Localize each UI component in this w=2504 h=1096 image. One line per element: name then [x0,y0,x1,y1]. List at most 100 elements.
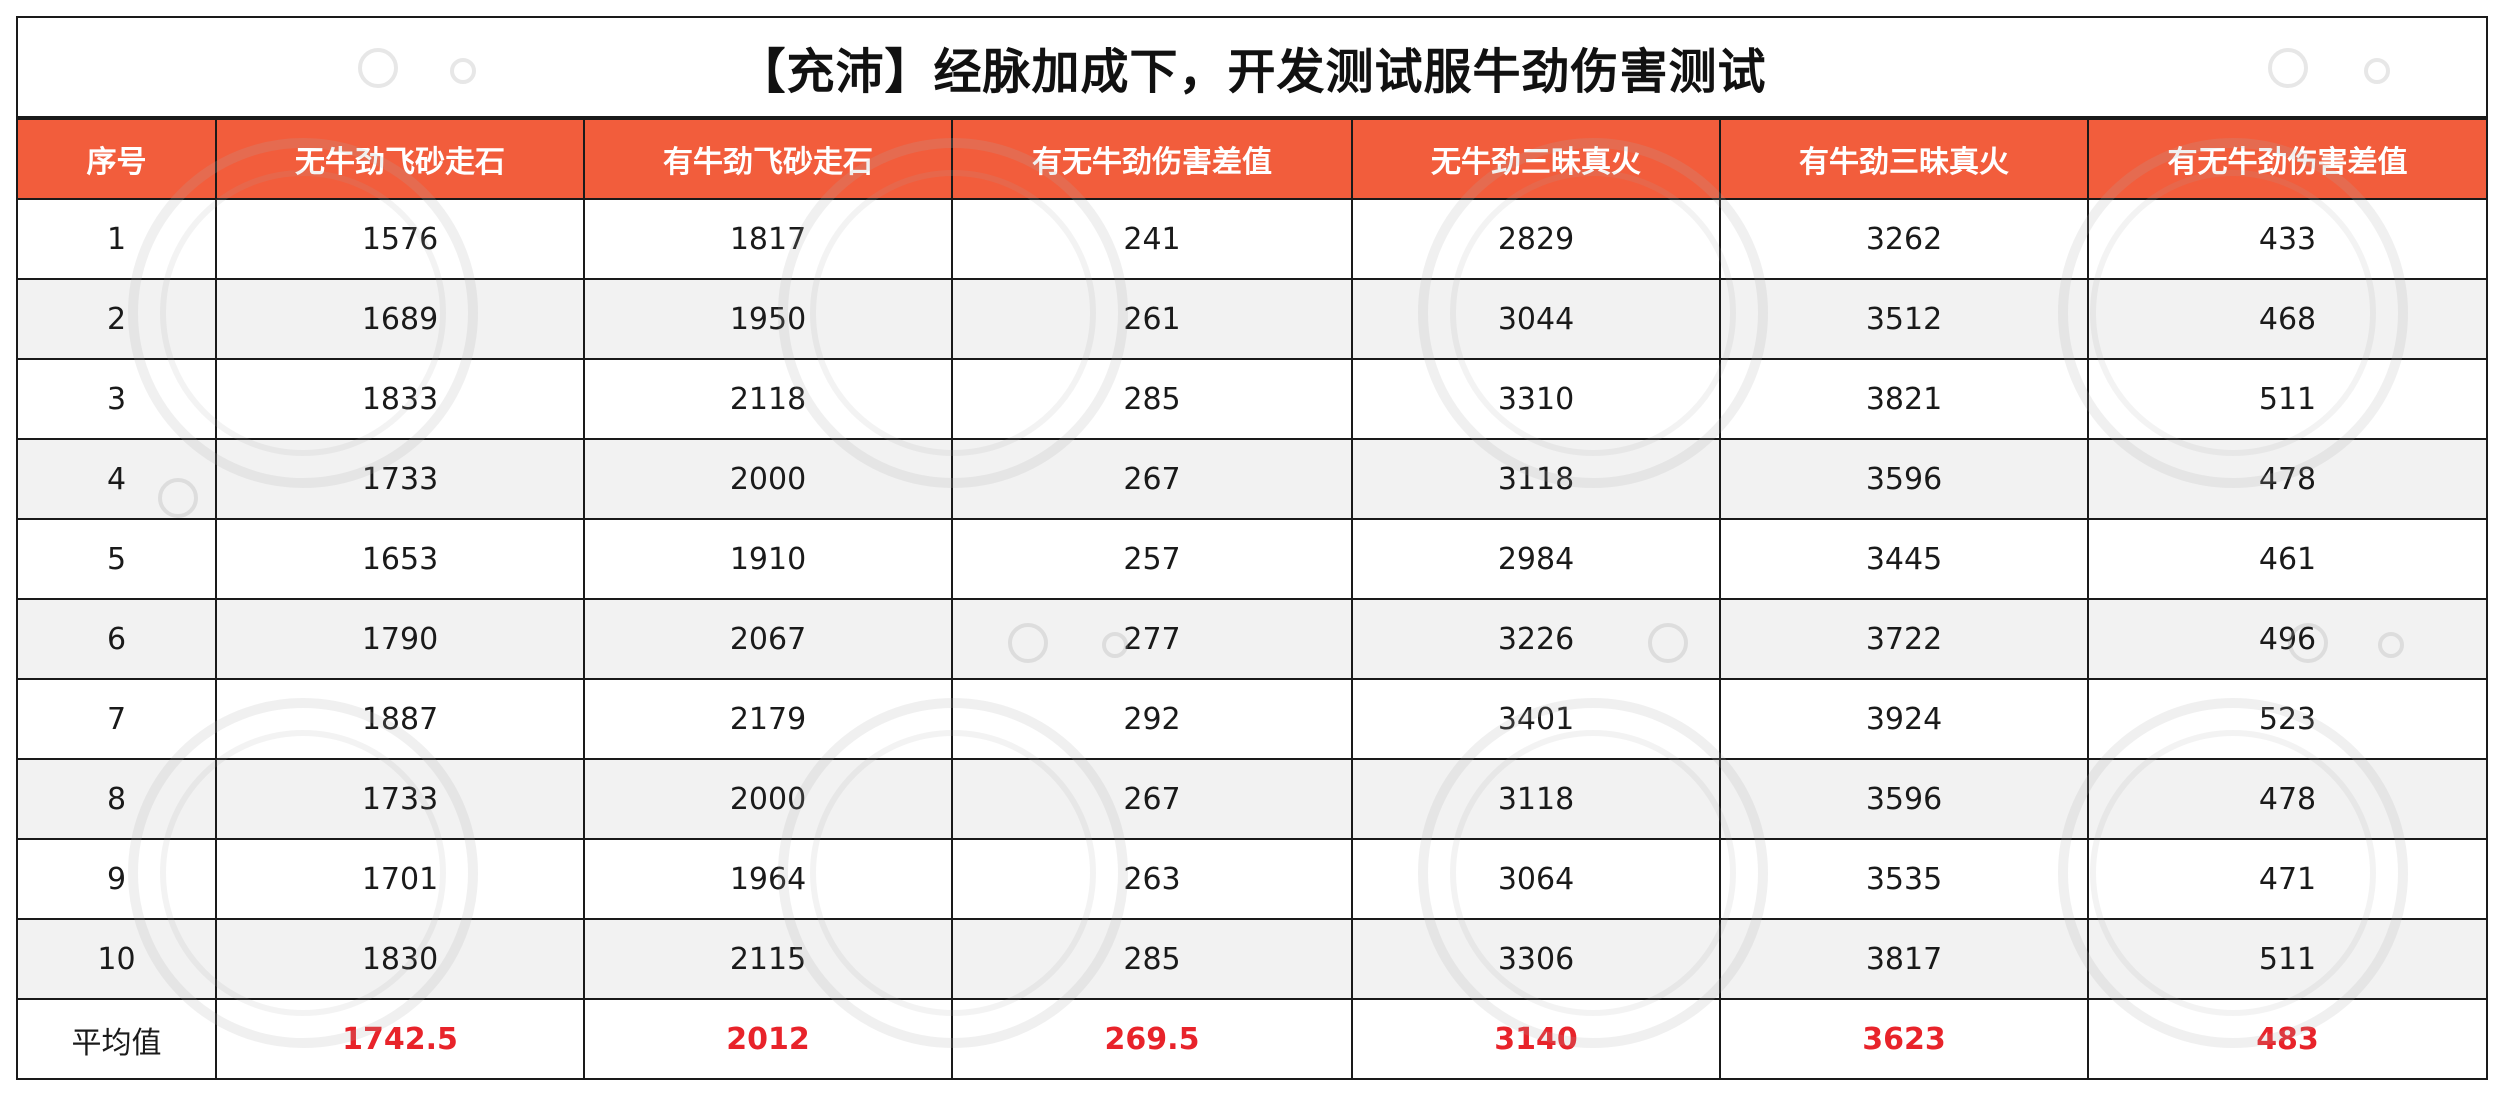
table-cell: 277 [951,598,1353,680]
table-cell: 496 [2087,598,2486,680]
table-cell: 3306 [1351,918,1721,1000]
table-row: 9 1701 1964 263 3064 3535 471 [18,838,2486,920]
table-row: 4 1733 2000 267 3118 3596 478 [18,438,2486,520]
table-cell: 3044 [1351,278,1721,360]
table-cell: 1576 [215,198,585,280]
table-cell: 461 [2087,518,2486,600]
column-header-feisha-without: 无牛劲飞砂走石 [215,118,585,200]
table-cell: 6 [18,598,217,680]
table-cell: 1910 [583,518,953,600]
table-cell: 1 [18,198,217,280]
table-cell: 257 [951,518,1353,600]
table-row: 10 1830 2115 285 3306 3817 511 [18,918,2486,1000]
column-header-sanmei-without: 无牛劲三昧真火 [1351,118,1721,200]
table-cell: 241 [951,198,1353,280]
table-cell: 3596 [1719,758,2089,840]
table-cell: 468 [2087,278,2486,360]
table-cell: 285 [951,358,1353,440]
table-cell: 285 [951,918,1353,1000]
table-cell: 2984 [1351,518,1721,600]
table-cell: 1790 [215,598,585,680]
table-cell: 2000 [583,758,953,840]
table-cell: 1733 [215,758,585,840]
average-value: 3140 [1351,998,1721,1078]
table-cell: 3118 [1351,438,1721,520]
table-cell: 263 [951,838,1353,920]
table-row: 2 1689 1950 261 3044 3512 468 [18,278,2486,360]
table-cell: 1733 [215,438,585,520]
table-cell: 8 [18,758,217,840]
table-cell: 3226 [1351,598,1721,680]
table-cell: 2 [18,278,217,360]
table-cell: 1887 [215,678,585,760]
table-cell: 2067 [583,598,953,680]
table-row: 6 1790 2067 277 3226 3722 496 [18,598,2486,680]
table-cell: 261 [951,278,1353,360]
average-value: 3623 [1719,998,2089,1078]
column-header-sanmei-diff: 有无牛劲伤害差值 [2087,118,2486,200]
column-header-index: 序号 [18,118,217,200]
table-cell: 478 [2087,438,2486,520]
table-title: 【充沛】经脉加成下，开发测试服牛劲伤害测试 [737,44,1767,100]
table-cell: 2179 [583,678,953,760]
average-value: 269.5 [951,998,1353,1078]
table-cell: 9 [18,838,217,920]
average-value: 2012 [583,998,953,1078]
table-cell: 1833 [215,358,585,440]
table-cell: 267 [951,438,1353,520]
column-header-feisha-with: 有牛劲飞砂走石 [583,118,953,200]
table-cell: 1950 [583,278,953,360]
table-cell: 3118 [1351,758,1721,840]
table-row: 5 1653 1910 257 2984 3445 461 [18,518,2486,600]
table-cell: 471 [2087,838,2486,920]
table-cell: 1964 [583,838,953,920]
table-cell: 3722 [1719,598,2089,680]
table-cell: 433 [2087,198,2486,280]
table-cell: 3821 [1719,358,2089,440]
average-value: 483 [2087,998,2486,1078]
table-cell: 3817 [1719,918,2089,1000]
table-row: 7 1887 2179 292 3401 3924 523 [18,678,2486,760]
column-header-feisha-diff: 有无牛劲伤害差值 [951,118,1353,200]
table-row: 8 1733 2000 267 3118 3596 478 [18,758,2486,840]
header-row: 序号 无牛劲飞砂走石 有牛劲飞砂走石 有无牛劲伤害差值 无牛劲三昧真火 有牛劲三… [18,118,2486,200]
table-cell: 3535 [1719,838,2089,920]
table-cell: 2118 [583,358,953,440]
table-cell: 511 [2087,358,2486,440]
table-cell: 1701 [215,838,585,920]
damage-test-table: 序号 无牛劲飞砂走石 有牛劲飞砂走石 有无牛劲伤害差值 无牛劲三昧真火 有牛劲三… [18,118,2486,1078]
average-row: 平均值 1742.5 2012 269.5 3140 3623 483 [18,998,2486,1078]
table-cell: 3512 [1719,278,2089,360]
table-cell: 478 [2087,758,2486,840]
title-row: 【充沛】经脉加成下，开发测试服牛劲伤害测试 [18,18,2486,118]
table-cell: 2829 [1351,198,1721,280]
average-value: 1742.5 [215,998,585,1078]
table-cell: 267 [951,758,1353,840]
table-cell: 10 [18,918,217,1000]
column-header-sanmei-with: 有牛劲三昧真火 [1719,118,2089,200]
table-cell: 292 [951,678,1353,760]
table-cell: 511 [2087,918,2486,1000]
table-cell: 3262 [1719,198,2089,280]
table-cell: 3596 [1719,438,2089,520]
table-cell: 1830 [215,918,585,1000]
table-cell: 3924 [1719,678,2089,760]
table-cell: 2115 [583,918,953,1000]
table-cell: 3445 [1719,518,2089,600]
average-label: 平均值 [18,998,217,1078]
table-cell: 4 [18,438,217,520]
table-row: 1 1576 1817 241 2829 3262 433 [18,198,2486,280]
table-cell: 1653 [215,518,585,600]
data-sheet: 【充沛】经脉加成下，开发测试服牛劲伤害测试 序号 无牛劲飞砂走石 有牛劲飞砂走石… [16,16,2488,1080]
table-body: 1 1576 1817 241 2829 3262 433 2 1689 195… [18,198,2486,1078]
table-row: 3 1833 2118 285 3310 3821 511 [18,358,2486,440]
table-cell: 3310 [1351,358,1721,440]
table-cell: 1689 [215,278,585,360]
table-cell: 2000 [583,438,953,520]
table-cell: 1817 [583,198,953,280]
table-cell: 3 [18,358,217,440]
table-cell: 3064 [1351,838,1721,920]
table-cell: 523 [2087,678,2486,760]
table-cell: 7 [18,678,217,760]
table-cell: 3401 [1351,678,1721,760]
